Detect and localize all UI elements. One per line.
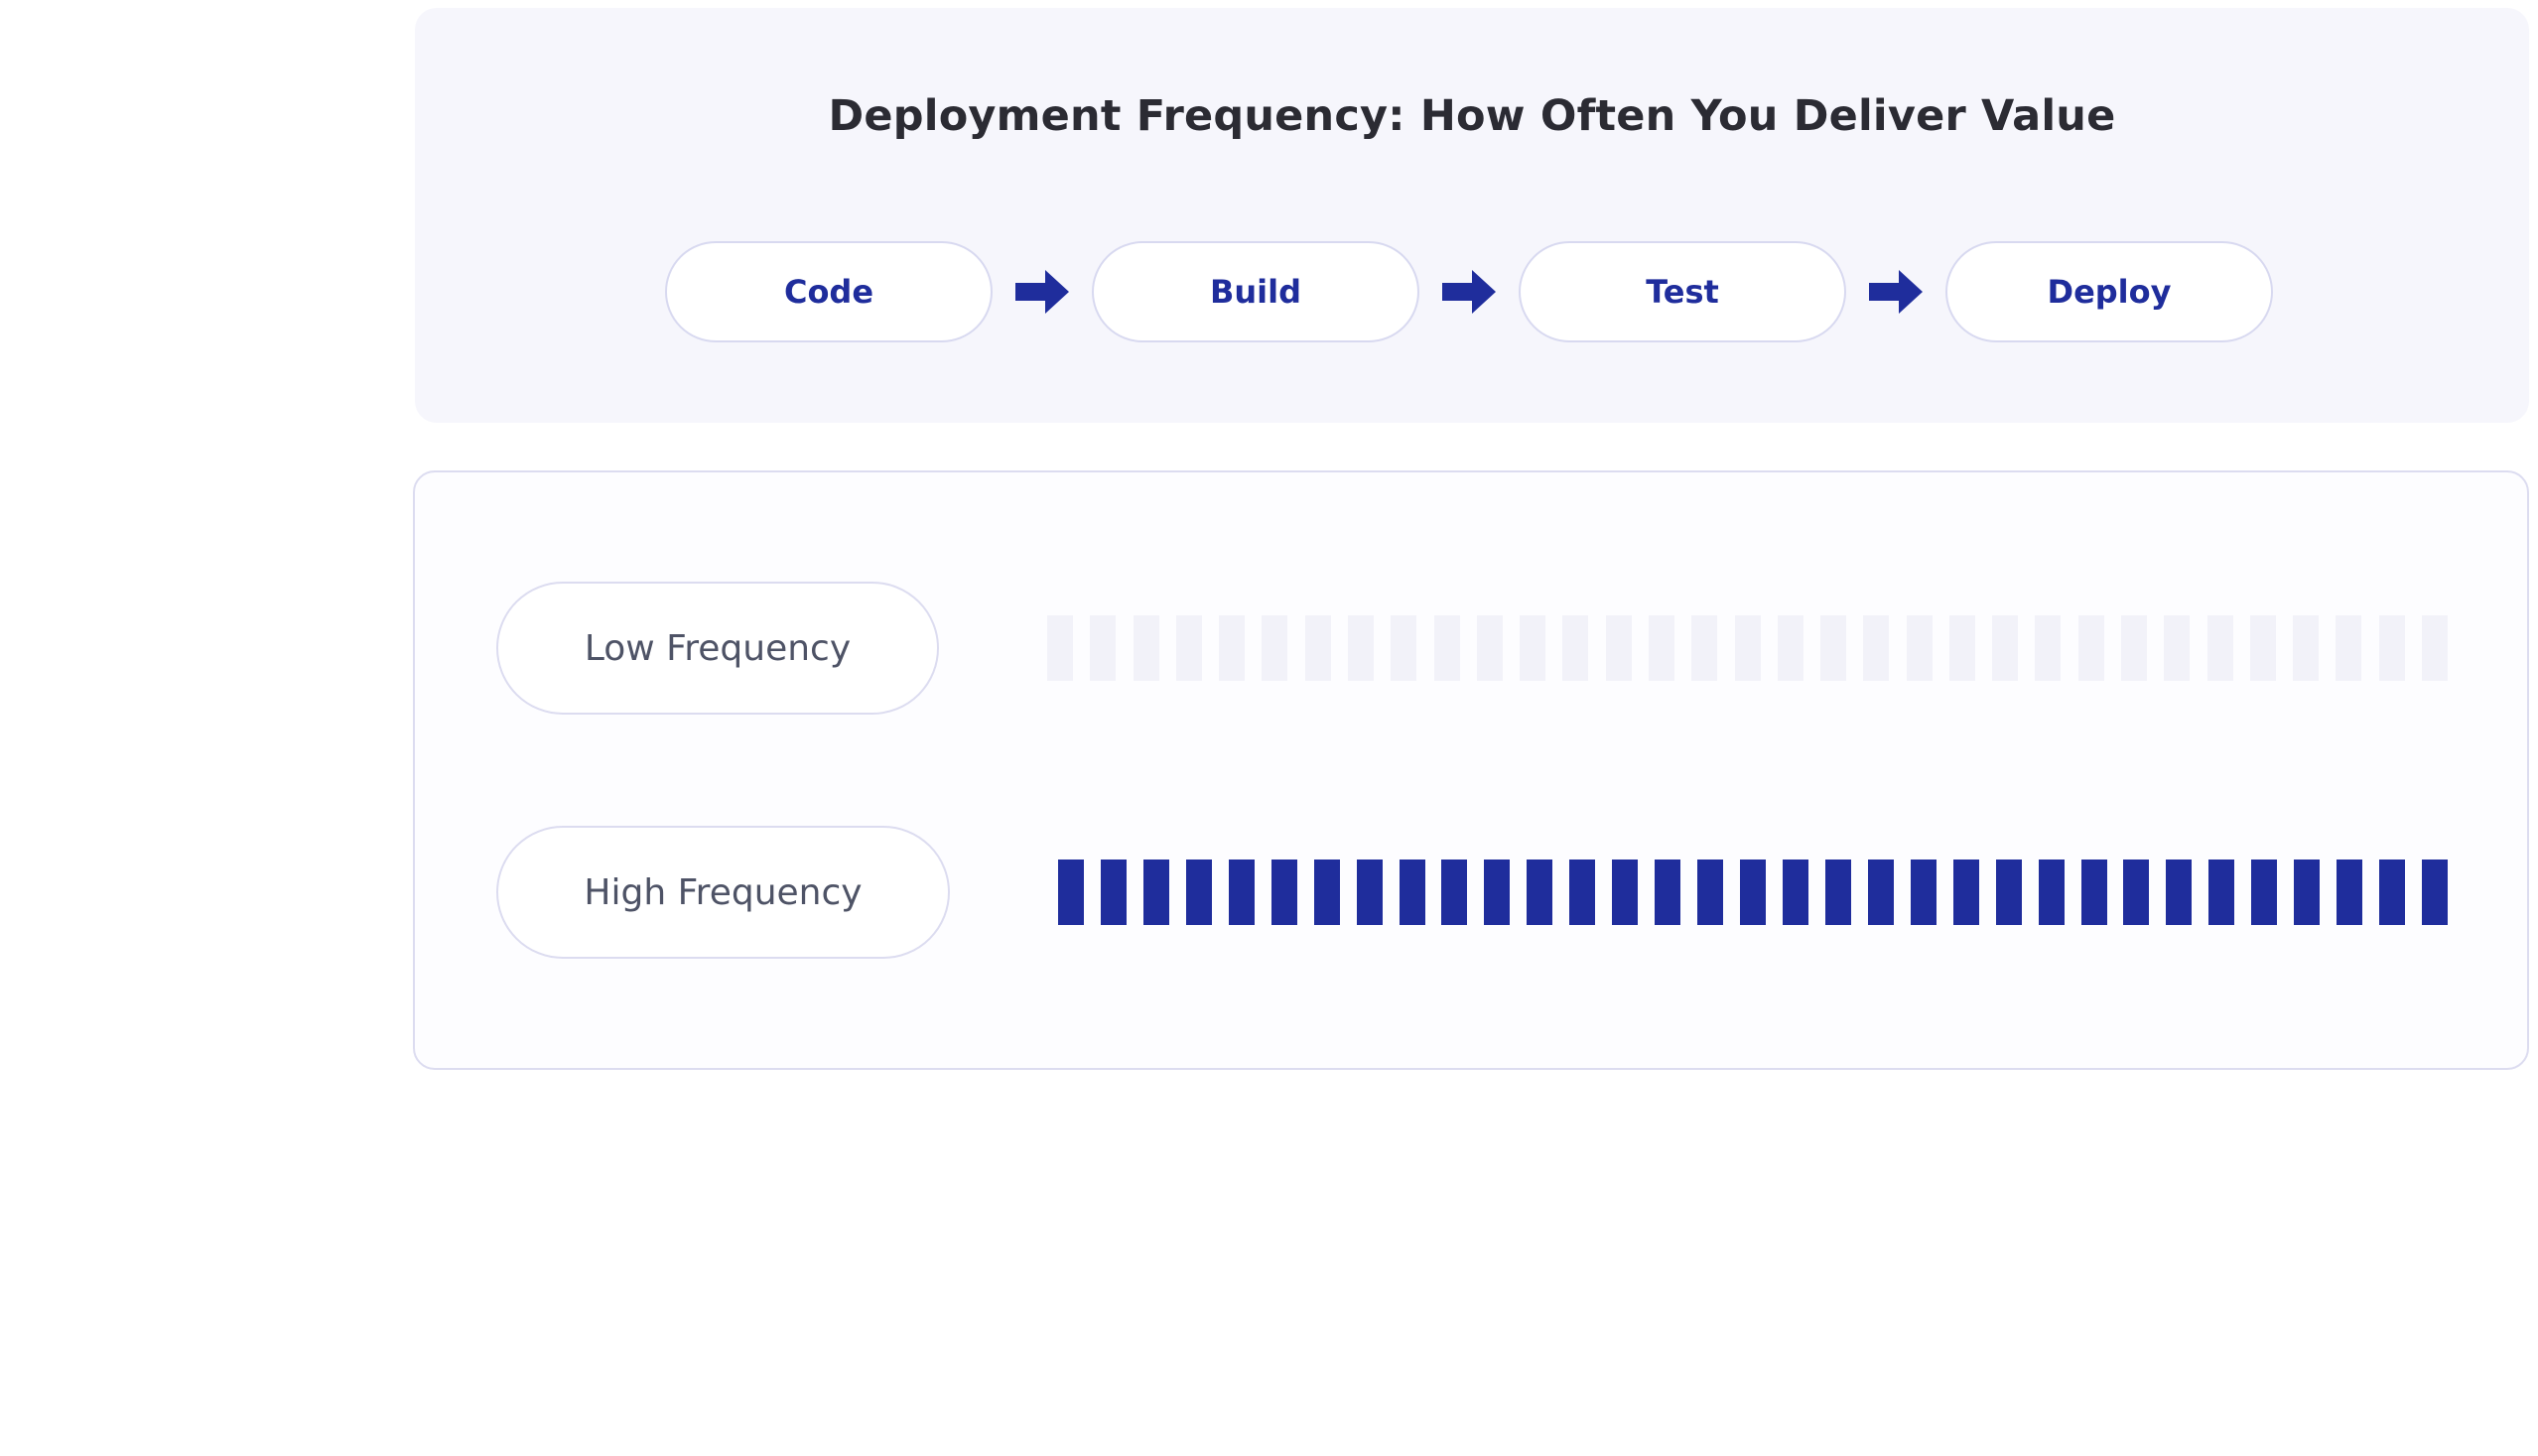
high-frequency-label: High Frequency — [496, 826, 950, 959]
high-frequency-bar — [1357, 860, 1383, 925]
diagram-title: Deployment Frequency: How Often You Deli… — [828, 91, 2116, 141]
pipeline-card: Deployment Frequency: How Often You Deli… — [415, 8, 2529, 423]
low-frequency-bars — [1047, 615, 2448, 681]
low-frequency-bar — [1649, 615, 1674, 681]
low-frequency-bar — [1992, 615, 2018, 681]
right-arrow-icon — [993, 262, 1092, 322]
low-frequency-bar — [1305, 615, 1331, 681]
low-frequency-bar — [2207, 615, 2233, 681]
high-frequency-bar — [2251, 860, 2277, 925]
high-frequency-bar — [1996, 860, 2022, 925]
stage-deploy: Deploy — [1945, 241, 2273, 342]
high-frequency-bar — [1612, 860, 1638, 925]
high-frequency-bar — [1953, 860, 1979, 925]
high-frequency-bar — [1271, 860, 1297, 925]
low-frequency-bar — [1348, 615, 1374, 681]
stage-test: Test — [1519, 241, 1846, 342]
low-frequency-bar — [1907, 615, 1933, 681]
low-frequency-bar — [1820, 615, 1846, 681]
high-frequency-bar — [1484, 860, 1510, 925]
high-frequency-bar — [1527, 860, 1552, 925]
high-frequency-bar — [1101, 860, 1127, 925]
high-frequency-bar — [1868, 860, 1894, 925]
high-frequency-bar — [1314, 860, 1340, 925]
low-frequency-bar — [1778, 615, 1803, 681]
low-frequency-bar — [1691, 615, 1717, 681]
high-frequency-bar — [1569, 860, 1595, 925]
high-frequency-bar — [1229, 860, 1255, 925]
right-arrow-icon — [1846, 262, 1945, 322]
high-frequency-bar — [1441, 860, 1467, 925]
high-frequency-bar — [2337, 860, 2362, 925]
low-frequency-bar — [2336, 615, 2361, 681]
high-frequency-bar — [2379, 860, 2405, 925]
high-frequency-bar — [1186, 860, 1212, 925]
high-frequency-bar — [1697, 860, 1723, 925]
low-frequency-bar — [2293, 615, 2319, 681]
low-frequency-bar — [1090, 615, 1116, 681]
low-frequency-bar — [1949, 615, 1975, 681]
low-frequency-bar — [1176, 615, 1202, 681]
stage-build: Build — [1092, 241, 1419, 342]
low-frequency-bar — [2035, 615, 2061, 681]
high-frequency-bar — [1143, 860, 1169, 925]
pipeline-stages: Code Build Test Deploy — [665, 239, 2273, 344]
low-frequency-bar — [1434, 615, 1460, 681]
high-frequency-bar — [2039, 860, 2065, 925]
high-frequency-bar — [2294, 860, 2320, 925]
low-frequency-bar — [1477, 615, 1503, 681]
high-frequency-bar — [1740, 860, 1766, 925]
low-frequency-bar — [1047, 615, 1073, 681]
low-frequency-bar — [1391, 615, 1416, 681]
low-frequency-bar — [1219, 615, 1245, 681]
high-frequency-bar — [1655, 860, 1680, 925]
right-arrow-icon — [1419, 262, 1519, 322]
high-frequency-bar — [1783, 860, 1808, 925]
low-frequency-bar — [2250, 615, 2276, 681]
high-frequency-bar — [1400, 860, 1425, 925]
high-frequency-bar — [2166, 860, 2192, 925]
high-frequency-bars — [1058, 860, 2448, 925]
low-frequency-bar — [1520, 615, 1545, 681]
low-frequency-bar — [1735, 615, 1761, 681]
low-frequency-bar — [2379, 615, 2405, 681]
frequency-comparison-card: Low Frequency High Frequency — [413, 470, 2529, 1070]
high-frequency-bar — [2208, 860, 2234, 925]
low-frequency-bar — [1262, 615, 1287, 681]
low-frequency-label: Low Frequency — [496, 582, 939, 715]
high-frequency-bar — [1825, 860, 1851, 925]
stage-code: Code — [665, 241, 993, 342]
low-frequency-bar — [2078, 615, 2104, 681]
low-frequency-bar — [1606, 615, 1632, 681]
high-frequency-bar — [2422, 860, 2448, 925]
low-frequency-bar — [2422, 615, 2448, 681]
low-frequency-bar — [1134, 615, 1159, 681]
low-frequency-bar — [2121, 615, 2147, 681]
high-frequency-bar — [1058, 860, 1084, 925]
high-frequency-bar — [2081, 860, 2107, 925]
low-frequency-bar — [2164, 615, 2190, 681]
high-frequency-bar — [2123, 860, 2149, 925]
low-frequency-bar — [1863, 615, 1889, 681]
low-frequency-bar — [1562, 615, 1588, 681]
high-frequency-bar — [1911, 860, 1937, 925]
